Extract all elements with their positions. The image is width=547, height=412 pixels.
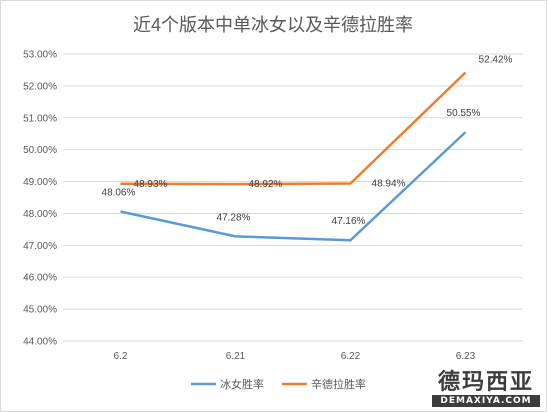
y-tick-label: 46.00% xyxy=(23,273,57,284)
legend: 冰女胜率 辛德拉胜率 xyxy=(191,377,366,391)
x-tick-label: 6.21 xyxy=(226,351,246,362)
watermark-cn: 德玛西亚 xyxy=(437,370,534,395)
data-labels: 48.06% 47.28% 47.16% 50.55% 48.93% 48.92% 48.9… xyxy=(102,54,513,227)
data-label: 48.06% xyxy=(102,188,136,199)
data-label: 47.16% xyxy=(332,216,366,227)
y-axis-ticks: 44.00% 45.00% 46.00% 47.00% 48.00% 49.00% 50.0… xyxy=(23,50,57,348)
y-tick-label: 48.00% xyxy=(23,209,57,220)
y-tick-label: 53.00% xyxy=(23,50,57,61)
gridlines xyxy=(63,53,523,342)
data-label: 48.92% xyxy=(249,179,283,190)
x-tick-label: 6.22 xyxy=(341,351,361,362)
data-label: 48.93% xyxy=(134,179,168,190)
data-label: 50.55% xyxy=(447,108,481,119)
series-line-1 xyxy=(120,131,467,242)
x-axis-ticks: 6.2 6.21 6.22 6.23 xyxy=(114,351,476,362)
y-tick-label: 44.00% xyxy=(23,337,57,348)
data-label: 48.94% xyxy=(372,178,406,189)
series-lines xyxy=(120,71,467,242)
y-tick-label: 51.00% xyxy=(23,113,57,124)
data-label: 47.28% xyxy=(217,212,251,223)
y-tick-label: 47.00% xyxy=(23,241,57,252)
data-label: 52.42% xyxy=(479,54,513,65)
watermark-en: DEMAXIYA.COM xyxy=(432,395,540,407)
y-tick-label: 45.00% xyxy=(23,305,57,316)
y-tick-label: 49.00% xyxy=(23,177,57,188)
x-tick-label: 6.23 xyxy=(456,351,476,362)
chart-title: 近4个版本中单冰女以及辛德拉胜率 xyxy=(133,15,413,35)
y-tick-label: 50.00% xyxy=(23,145,57,156)
legend-label: 冰女胜率 xyxy=(220,377,264,391)
legend-label: 辛德拉胜率 xyxy=(311,377,366,391)
watermark-logo: 德玛西亚 DEMAXIYA.COM xyxy=(432,371,540,407)
y-tick-label: 52.00% xyxy=(23,81,57,92)
series-line-2 xyxy=(120,71,467,186)
x-tick-label: 6.2 xyxy=(114,351,128,362)
